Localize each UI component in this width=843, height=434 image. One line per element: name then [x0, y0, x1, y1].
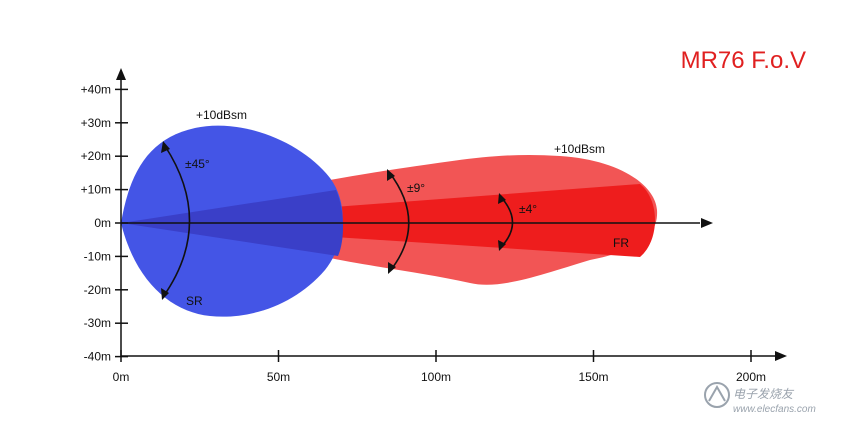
- x-tick-label: 200m: [736, 370, 766, 384]
- axes: [116, 68, 787, 361]
- fr-wide-angle-arc: [388, 171, 410, 272]
- y-axis-arrow-icon: [116, 68, 126, 80]
- sr-angle-arc: [162, 145, 191, 298]
- fr-wide-arc-arrow-top-icon: [387, 169, 395, 181]
- y-tick-label: -40m: [84, 350, 111, 364]
- fr-narrow-arc-arrow-top-icon: [498, 193, 506, 204]
- electronic-enthusiast-logo-icon: [704, 382, 730, 408]
- x-tick-label: 100m: [421, 370, 451, 384]
- sr-rcs-label: +10dBsm: [196, 108, 247, 122]
- y-axis-ticks: +40m +30m +20m +10m 0m -10m -20m -30m -40m: [81, 82, 128, 364]
- y-tick-label: +10m: [81, 183, 111, 197]
- x-tick-label: 50m: [267, 370, 290, 384]
- boresight-arrow-icon: [701, 218, 713, 228]
- sr-angle-label: ±45°: [185, 157, 210, 171]
- y-tick-label: -10m: [84, 249, 111, 263]
- x-axis-arrow-icon: [775, 351, 787, 361]
- fr-narrow-arc-arrow-bottom-icon: [498, 240, 506, 251]
- y-tick-label: +30m: [81, 116, 111, 130]
- y-tick-label: -20m: [84, 283, 111, 297]
- fr-label: FR: [613, 236, 629, 250]
- diagram-title: MR76 F.o.V: [681, 47, 806, 74]
- watermark-text: 电子发烧友: [733, 387, 795, 401]
- x-tick-label: 0m: [113, 370, 130, 384]
- y-tick-label: -30m: [84, 316, 111, 330]
- sr-arc-arrow-top-icon: [161, 141, 170, 153]
- watermark-url: www.elecfans.com: [733, 404, 816, 415]
- fr-wide-arc-arrow-bottom-icon: [388, 262, 396, 274]
- watermark: 电子发烧友 www.elecfans.com: [704, 382, 816, 415]
- x-axis-ticks: 0m 50m 100m 150m 200m: [113, 350, 766, 384]
- fr-rcs-label: +10dBsm: [554, 142, 605, 156]
- y-tick-label: +20m: [81, 149, 111, 163]
- sr-label: SR: [186, 294, 203, 308]
- x-tick-label: 150m: [578, 370, 608, 384]
- fr-beam-narrow-region: [121, 184, 655, 257]
- y-tick-label: 0m: [94, 216, 111, 230]
- y-tick-label: +40m: [81, 82, 111, 96]
- sr-arc-arrow-bottom-icon: [161, 288, 169, 300]
- fr-wide-angle-label: ±9°: [407, 181, 425, 195]
- angle-arcs: [161, 141, 514, 300]
- fr-narrow-angle-label: ±4°: [519, 202, 537, 216]
